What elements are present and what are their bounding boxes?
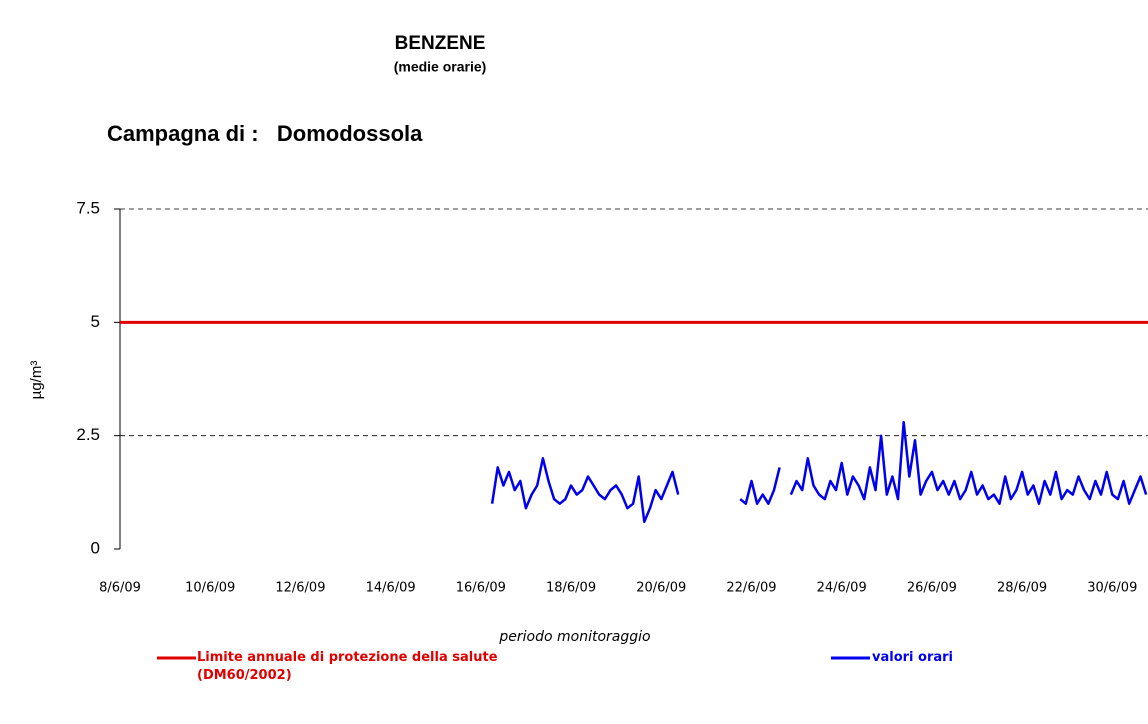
- x-tick-label: 26/6/09: [907, 581, 957, 596]
- chart-title: BENZENE: [395, 33, 486, 54]
- legend-entry: valori orari: [872, 650, 954, 665]
- x-tick-label: 8/6/09: [99, 581, 141, 596]
- x-axis-label: periodo monitoraggio: [498, 629, 650, 645]
- y-tick-label: 0: [91, 538, 100, 557]
- x-tick-label: 28/6/09: [997, 581, 1047, 596]
- x-tick-label: 16/6/09: [456, 581, 506, 596]
- y-tick-label: 2.5: [76, 425, 100, 444]
- x-tick-label: 22/6/09: [726, 581, 776, 596]
- x-tick-label: 30/6/09: [1087, 581, 1137, 596]
- x-tick-label: 18/6/09: [546, 581, 596, 596]
- x-tick-label: 14/6/09: [366, 581, 416, 596]
- x-tick-label: 24/6/09: [817, 581, 867, 596]
- chart-subtitle: (medie orarie): [394, 59, 487, 75]
- y-tick-label: 7.5: [76, 198, 100, 217]
- x-tick-label: 10/6/09: [185, 581, 235, 596]
- y-tick-label: 5: [91, 312, 100, 331]
- legend-entry: Limite annuale di protezione della salut…: [197, 650, 498, 683]
- chart-header: Campagna di : Domodossola: [107, 121, 423, 146]
- y-axis-label: µg/m³: [28, 361, 45, 400]
- data-line: [490, 420, 1148, 524]
- x-tick-label: 12/6/09: [275, 581, 325, 596]
- x-tick-label: 20/6/09: [636, 581, 686, 596]
